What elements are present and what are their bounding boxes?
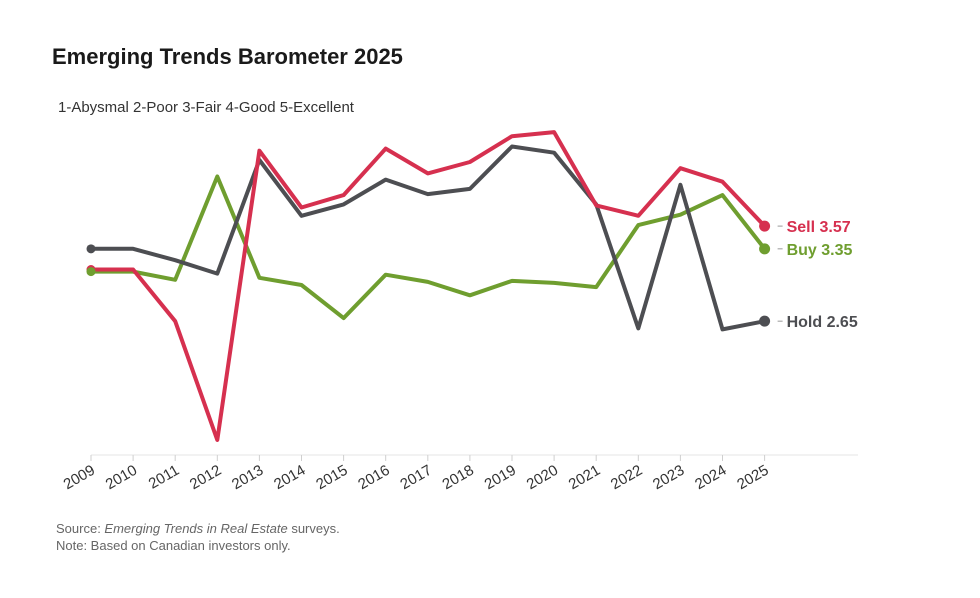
source-note: Source: Emerging Trends in Real Estate s…	[56, 521, 340, 536]
source-publication: Emerging Trends in Real Estate	[104, 521, 288, 536]
series-start-point-hold	[86, 244, 96, 254]
series-line-buy	[89, 174, 767, 321]
x-tick-label-2018: 2018	[439, 462, 476, 493]
series-end-point-buy	[759, 243, 771, 255]
x-tick-label-2009: 2009	[61, 462, 98, 493]
series-end-point-sell	[759, 220, 771, 232]
chart-footer: Source: Emerging Trends in Real Estate s…	[56, 520, 340, 554]
series-end-point-hold	[759, 315, 771, 327]
chart-subtitle: 1-Abysmal 2-Poor 3-Fair 4-Good 5-Excelle…	[58, 99, 354, 116]
chart-title: Emerging Trends Barometer 2025	[52, 44, 403, 69]
x-tick-label-2022: 2022	[608, 462, 645, 493]
x-tick-label-2021: 2021	[566, 462, 603, 493]
x-tick-label-2012: 2012	[187, 462, 224, 493]
x-tick-label-2017: 2017	[397, 462, 434, 493]
series-line-sell	[89, 130, 767, 442]
series-end-label-sell: Sell 3.57	[787, 219, 851, 236]
x-tick-label-2010: 2010	[103, 462, 140, 493]
series-start-point-buy	[86, 267, 96, 277]
x-tick-label-2015: 2015	[313, 462, 350, 493]
x-tick-label-2011: 2011	[146, 462, 182, 493]
x-tick-label-2020: 2020	[524, 462, 561, 493]
x-tick-label-2023: 2023	[650, 462, 687, 493]
investor-note: Note: Based on Canadian investors only.	[56, 538, 291, 553]
series-end-label-hold: Hold 2.65	[787, 314, 858, 331]
x-tick-label-2024: 2024	[692, 462, 729, 493]
x-tick-label-2013: 2013	[229, 462, 266, 493]
x-tick-label-2016: 2016	[355, 462, 392, 493]
x-tick-label-2014: 2014	[271, 462, 308, 493]
x-tick-label-2019: 2019	[482, 462, 519, 493]
series-end-label-buy: Buy 3.35	[787, 242, 853, 259]
series-line-hold	[89, 144, 767, 332]
x-tick-label-2025: 2025	[734, 462, 771, 493]
